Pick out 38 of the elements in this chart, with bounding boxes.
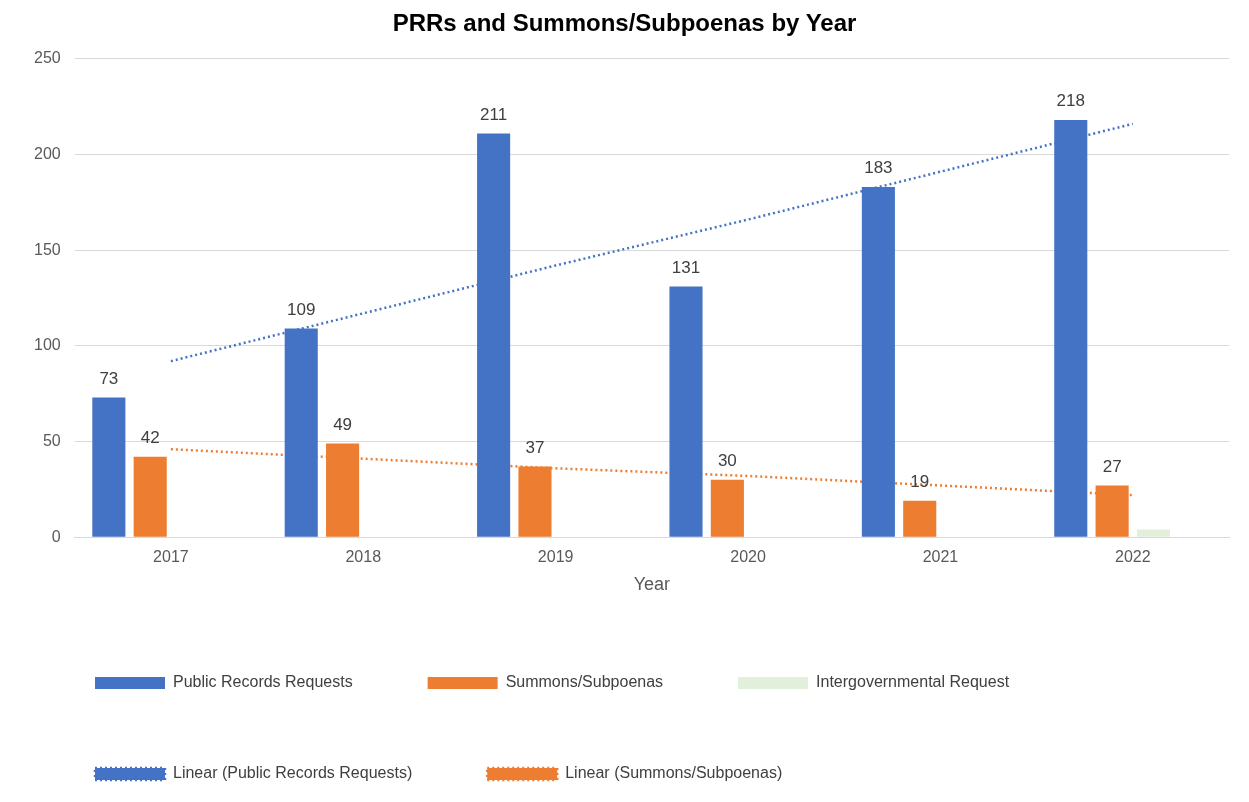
legend-label: Summons/Subpoenas bbox=[505, 673, 664, 691]
data-label: 30 bbox=[717, 450, 737, 470]
x-tick-label: 2019 bbox=[537, 548, 574, 566]
legend-label: Public Records Requests bbox=[173, 673, 353, 691]
chart-title: PRRs and Summons/Subpoenas by Year bbox=[392, 9, 857, 37]
bar bbox=[92, 397, 126, 537]
bar bbox=[1136, 529, 1171, 537]
bar bbox=[326, 443, 360, 537]
bar bbox=[669, 286, 703, 537]
bar bbox=[903, 500, 937, 537]
legend-label: Intergovernmental Request bbox=[816, 673, 1010, 691]
data-label: 73 bbox=[99, 368, 119, 388]
x-axis-title: Year bbox=[633, 574, 671, 595]
data-label: 218 bbox=[1056, 91, 1085, 111]
data-label: 211 bbox=[480, 104, 508, 124]
legend-label: Linear (Public Records Requests) bbox=[173, 764, 413, 782]
bar bbox=[710, 479, 744, 537]
y-tick-label: 100 bbox=[33, 336, 61, 354]
y-tick-label: 150 bbox=[33, 240, 61, 258]
bar bbox=[133, 456, 167, 537]
data-label: 37 bbox=[525, 437, 545, 457]
x-tick-label: 2021 bbox=[922, 548, 959, 566]
y-tick-label: 0 bbox=[51, 527, 61, 545]
y-tick-label: 200 bbox=[33, 144, 61, 162]
y-tick-label: 250 bbox=[33, 49, 61, 67]
x-tick-label: 2017 bbox=[153, 548, 189, 566]
data-label: 183 bbox=[864, 158, 893, 178]
legend-label: Linear (Summons/Subpoenas) bbox=[565, 764, 783, 782]
data-label: 131 bbox=[671, 257, 701, 277]
data-label: 109 bbox=[287, 299, 316, 319]
data-label: 42 bbox=[140, 428, 160, 448]
x-tick-label: 2022 bbox=[1115, 548, 1151, 566]
y-tick-label: 50 bbox=[42, 431, 61, 449]
x-tick-label: 2020 bbox=[730, 548, 766, 566]
data-label: 27 bbox=[1102, 456, 1122, 476]
data-label: 19 bbox=[910, 472, 930, 492]
x-tick-label: 2018 bbox=[345, 548, 382, 566]
data-label: 49 bbox=[333, 414, 353, 434]
